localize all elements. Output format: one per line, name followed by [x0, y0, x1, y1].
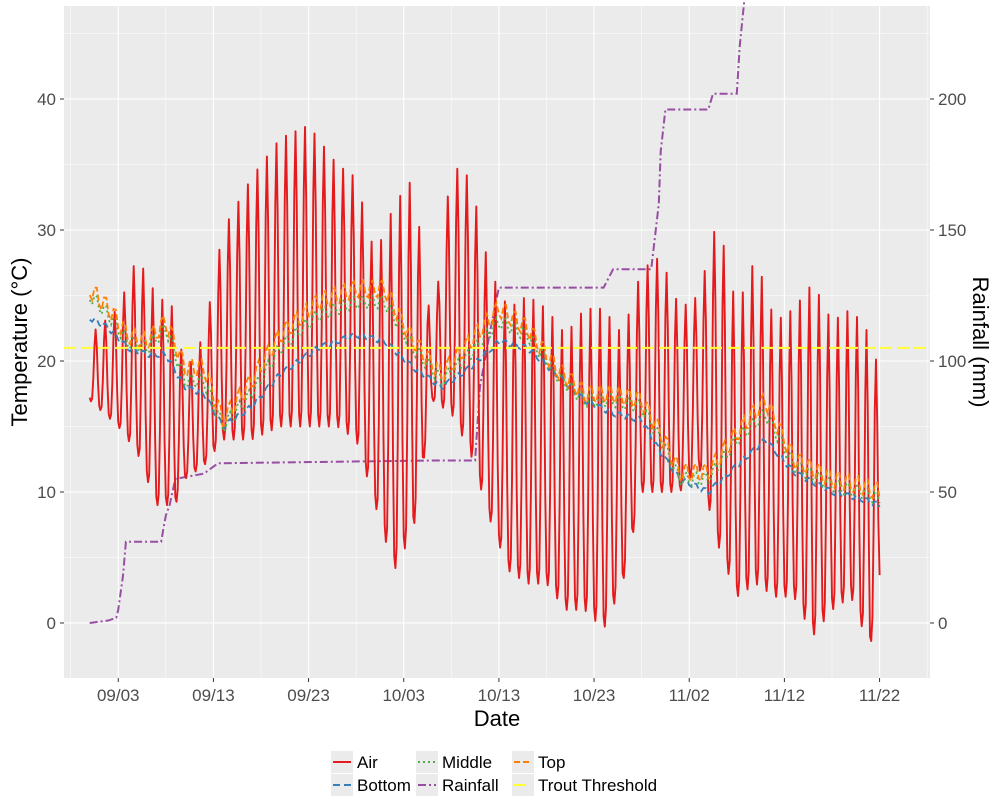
- right-tick-label: 0: [938, 614, 947, 633]
- legend-label-bottom: Bottom: [357, 776, 411, 795]
- x-tick-label: 11/22: [859, 686, 900, 705]
- series-layer: [64, 0, 930, 642]
- legend-label-middle: Middle: [442, 753, 492, 772]
- x-tick-label: 11/02: [669, 686, 710, 705]
- legend-key-bottom: [331, 774, 353, 796]
- x-tick-label: 09/23: [287, 686, 330, 705]
- x-axis-title: Date: [474, 706, 520, 731]
- right-tick-label: 150: [938, 221, 966, 240]
- left-tick-label: 20: [37, 352, 56, 371]
- legend-label-air: Air: [357, 753, 378, 772]
- left-tick-label: 40: [37, 90, 56, 109]
- x-tick-label: 09/13: [192, 686, 235, 705]
- legend-key-middle: [416, 751, 438, 773]
- left-axis: 0 10 20 30 40: [37, 90, 64, 633]
- legend-label-top: Top: [538, 753, 565, 772]
- x-tick-label: 10/13: [478, 686, 521, 705]
- x-tick-label: 10/23: [573, 686, 616, 705]
- x-tick-label: 10/03: [382, 686, 425, 705]
- x-tick-label: 11/12: [764, 686, 805, 705]
- left-tick-label: 0: [47, 614, 56, 633]
- right-tick-label: 50: [938, 483, 957, 502]
- right-axis: 0 50 100 150 200: [930, 90, 966, 633]
- left-axis-title: Temperature (°C): [7, 258, 32, 427]
- legend-label-trout-threshold: Trout Threshold: [538, 776, 657, 795]
- series-rainfall-line: [89, 0, 746, 624]
- legend: Air Bottom Middle Rainfall Top Trout Threshol…: [331, 751, 657, 796]
- right-axis-title: Rainfall (mm): [968, 277, 993, 408]
- series-middle-line: [88, 294, 881, 505]
- left-tick-label: 10: [37, 483, 56, 502]
- legend-key-rainfall: [416, 774, 438, 796]
- left-tick-label: 30: [37, 221, 56, 240]
- legend-label-rainfall: Rainfall: [442, 776, 499, 795]
- x-tick-label: 09/03: [97, 686, 140, 705]
- series-bottom-line: [89, 317, 881, 508]
- x-axis: 09/03 09/13 09/23 10/03 10/13 10/23 11/02 11/12…: [97, 678, 900, 705]
- series-top-line: [88, 278, 881, 501]
- right-tick-label: 100: [938, 352, 966, 371]
- right-tick-label: 200: [938, 90, 966, 109]
